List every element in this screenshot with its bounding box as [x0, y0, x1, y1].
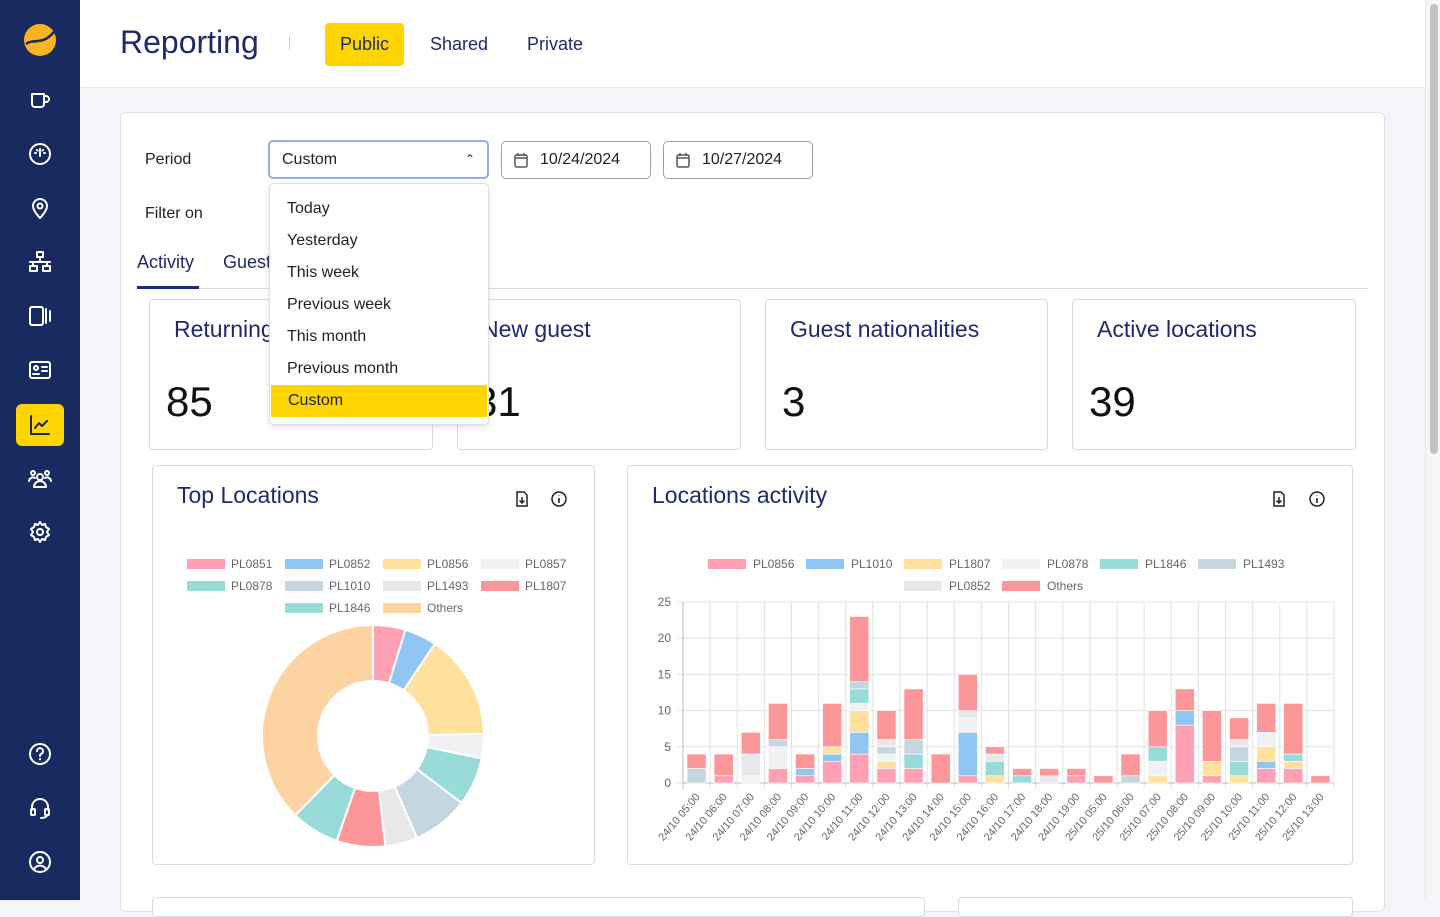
stat-title: Returning: [174, 316, 274, 342]
info-icon[interactable]: [1308, 490, 1326, 508]
start-date-value: 10/24/2024: [540, 151, 621, 168]
id-card-icon: [29, 361, 51, 379]
subtab-activity[interactable]: Activity: [137, 252, 195, 272]
locations-activity-card: Locations activity: [627, 465, 1353, 865]
scrollbar-thumb[interactable]: [1430, 4, 1438, 454]
user-circle-icon: [29, 851, 51, 873]
sidebar: [0, 0, 80, 900]
chart-title: Top Locations: [177, 482, 319, 508]
sidebar-item-network[interactable]: [16, 241, 64, 283]
sidebar-item-locations[interactable]: [16, 187, 64, 229]
stat-title: New guest: [482, 316, 591, 342]
sidebar-item-users[interactable]: [16, 457, 64, 499]
sidebar-item-reporting[interactable]: [16, 404, 64, 446]
divider: [289, 36, 290, 50]
active-tab-indicator: [137, 286, 199, 289]
header: Reporting Public Shared Private: [80, 0, 1425, 88]
sidebar-item-support[interactable]: [16, 787, 64, 829]
stat-card-nationalities: Guest nationalities 3: [765, 299, 1048, 450]
stat-value: 85: [166, 378, 213, 425]
sidebar-item-orders[interactable]: [16, 79, 64, 121]
stat-title: Guest nationalities: [790, 316, 980, 342]
period-label: Period: [145, 151, 192, 168]
calendar-icon: [676, 153, 690, 168]
stat-card-active-locations: Active locations 39: [1072, 299, 1356, 450]
option-this-week[interactable]: This week: [287, 264, 360, 281]
stat-card-new-guest: New guest 31: [457, 299, 741, 450]
info-icon[interactable]: [550, 490, 568, 508]
sidebar-item-guest-cards[interactable]: [16, 349, 64, 391]
period-select[interactable]: Custom ⌃: [268, 140, 489, 179]
period-value: Custom: [282, 151, 338, 168]
map-pin-icon: [32, 198, 48, 219]
sidebar-item-dashboard[interactable]: [16, 133, 64, 175]
tab-shared[interactable]: Shared: [430, 34, 489, 54]
filter-label: Filter on: [145, 205, 203, 222]
start-date-input[interactable]: 10/24/2024: [501, 141, 651, 179]
sidebar-item-devices[interactable]: [16, 295, 64, 337]
option-today[interactable]: Today: [287, 200, 330, 217]
end-date-value: 10/27/2024: [702, 151, 783, 168]
top-locations-card: Top Locations: [152, 465, 595, 865]
sidebar-item-account[interactable]: [16, 841, 64, 883]
users-icon: [28, 470, 52, 488]
scrollbar[interactable]: [1425, 0, 1440, 900]
page-title: Reporting: [120, 24, 259, 60]
calendar-icon: [514, 153, 528, 168]
option-yesterday[interactable]: Yesterday: [287, 232, 358, 249]
end-date-input[interactable]: 10/27/2024: [663, 141, 813, 179]
export-icon[interactable]: [513, 490, 531, 508]
stat-value: 3: [782, 378, 806, 425]
stat-title: Active locations: [1097, 316, 1257, 342]
logo: [24, 24, 56, 56]
option-previous-week[interactable]: Previous week: [287, 296, 392, 313]
headset-icon: [30, 798, 50, 819]
tab-divider: [137, 288, 1368, 289]
gear-icon: [30, 521, 50, 543]
tablet-icon: [29, 306, 51, 326]
tab-private[interactable]: Private: [527, 34, 584, 54]
stat-value: 39: [1089, 378, 1136, 425]
export-icon[interactable]: [1270, 490, 1288, 508]
subtab-guest[interactable]: Guest: [223, 252, 272, 272]
period-dropdown-menu: Today Yesterday This week Previous week …: [269, 183, 489, 425]
option-this-month[interactable]: This month: [287, 328, 367, 345]
cup-icon: [31, 93, 50, 108]
sidebar-item-help[interactable]: [16, 733, 64, 775]
chevron-up-icon: ⌃: [464, 152, 475, 166]
chart-title: Locations activity: [652, 482, 828, 508]
bottom-card: [958, 897, 1353, 917]
option-custom[interactable]: Custom: [271, 385, 487, 417]
sidebar-item-settings[interactable]: [16, 511, 64, 553]
option-previous-month[interactable]: Previous month: [287, 360, 399, 377]
bottom-card: [152, 897, 925, 917]
line-chart-icon: [30, 415, 50, 435]
tab-public[interactable]: Public: [325, 23, 405, 66]
help-icon: [29, 743, 51, 765]
network-icon: [29, 251, 51, 272]
gauge-icon: [29, 143, 51, 165]
